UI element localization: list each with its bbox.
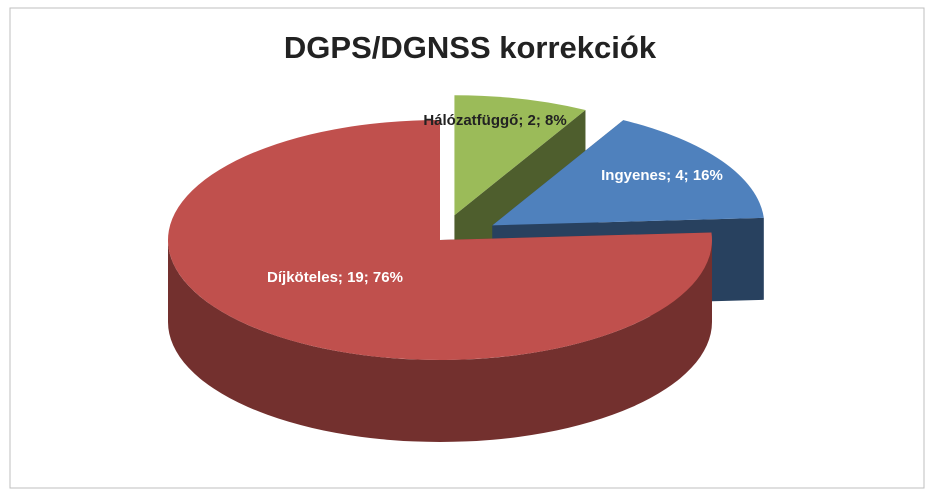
- slice: [167, 120, 712, 360]
- slice-side: [168, 240, 712, 442]
- data-label: Díjköteles; 19; 76%: [267, 269, 403, 286]
- data-label: Ingyenes; 4; 16%: [601, 167, 723, 184]
- data-label: Hálózatfüggő; 2; 8%: [423, 112, 567, 129]
- chart-title: DGPS/DGNSS korrekciók: [284, 30, 657, 65]
- slice: [492, 120, 764, 226]
- slice: [454, 95, 586, 216]
